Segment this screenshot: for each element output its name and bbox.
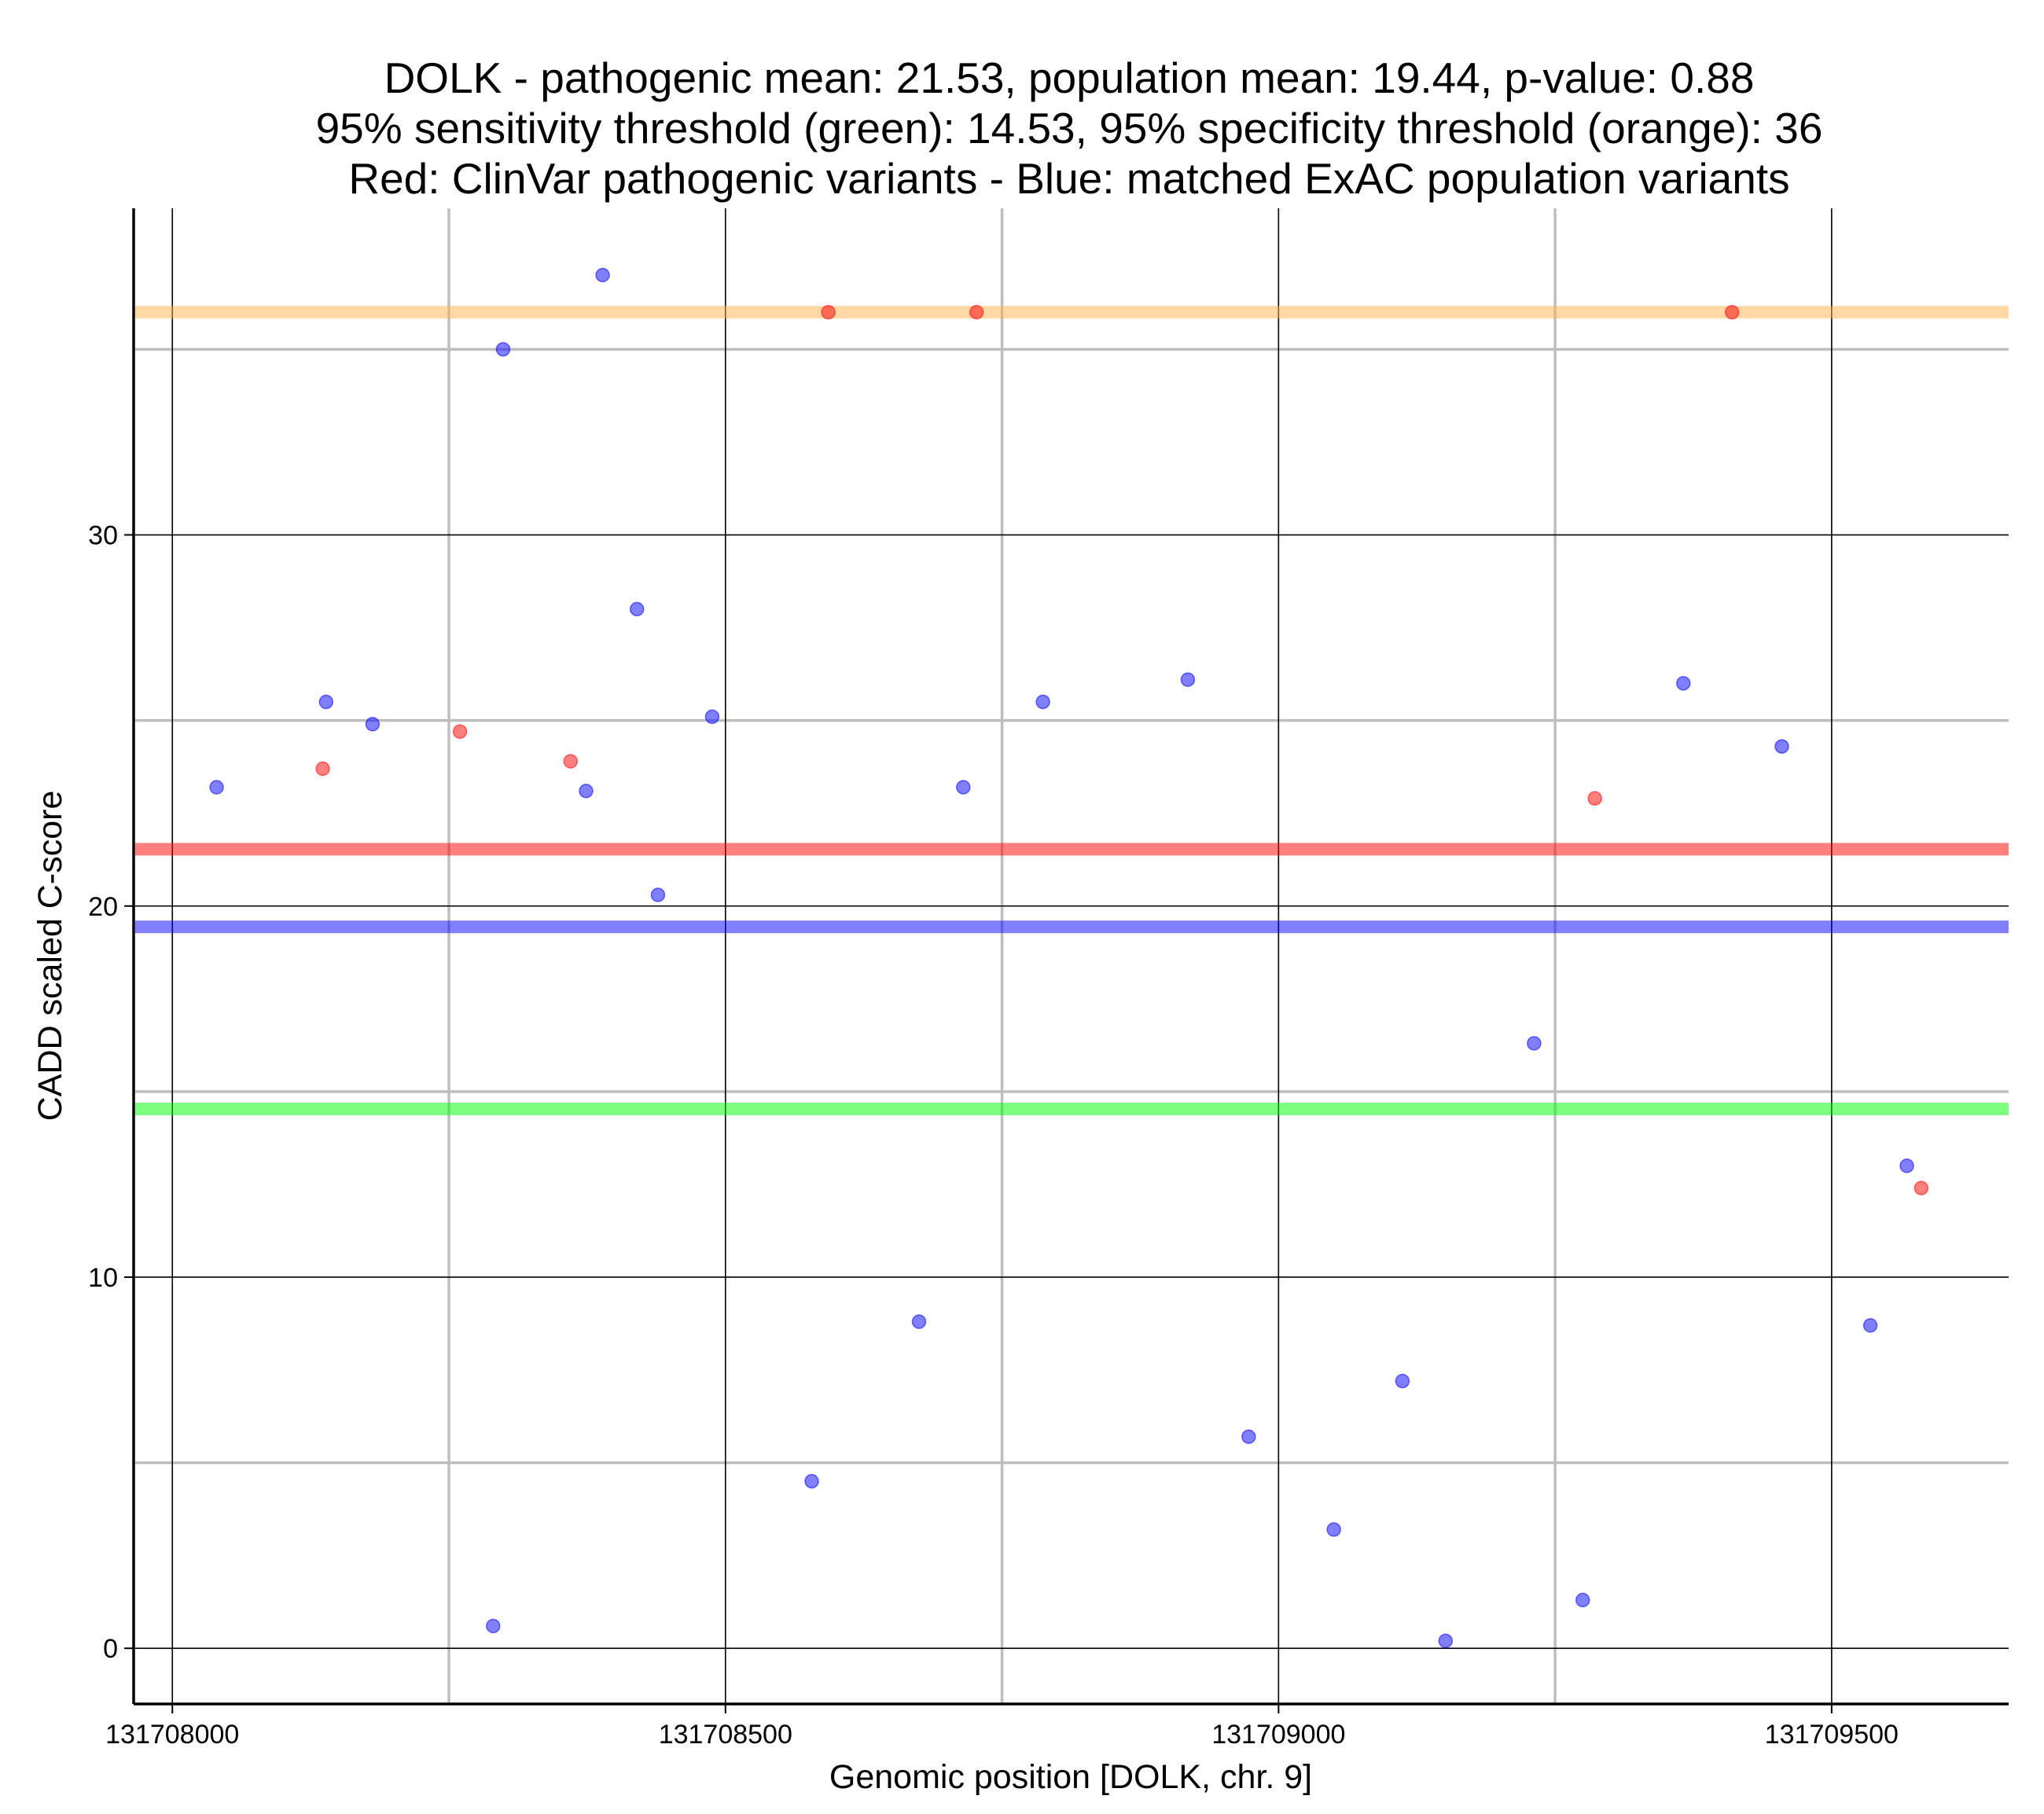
major-grid xyxy=(135,208,2009,1704)
x-axis-ticks: 131708000 131708500 131709000 131709500 xyxy=(105,1704,1899,1750)
pathogenic-point xyxy=(563,754,579,769)
y-axis-ticks: 0 10 20 30 xyxy=(88,521,134,1664)
pathogenic-point xyxy=(821,304,836,320)
y-tick-label: 30 xyxy=(88,521,118,551)
population-point xyxy=(209,780,224,795)
x-axis-label: Genomic position [DOLK, chr. 9] xyxy=(829,1758,1312,1796)
y-tick-label: 10 xyxy=(88,1263,118,1293)
population-point xyxy=(1676,676,1691,691)
population-point xyxy=(1241,1429,1256,1445)
population-point xyxy=(704,709,720,725)
population-point xyxy=(804,1474,819,1489)
population-point xyxy=(495,342,511,357)
y-axis-label: CADD scaled C-score xyxy=(31,791,69,1122)
population-point xyxy=(956,780,971,795)
population-point xyxy=(1575,1592,1590,1608)
population-point xyxy=(911,1314,927,1329)
population-point xyxy=(1899,1159,1914,1173)
chart-title: DOLK - pathogenic mean: 21.53, populatio… xyxy=(316,53,1823,203)
y-tick-label: 0 xyxy=(103,1634,118,1664)
pathogenic-point xyxy=(969,304,984,320)
population-point xyxy=(365,717,380,732)
x-tick-label: 131708500 xyxy=(659,1720,792,1750)
population-point xyxy=(1180,672,1196,687)
population-point xyxy=(1862,1318,1878,1333)
reference-lines xyxy=(135,306,2009,1116)
pathogenic-point xyxy=(452,724,468,740)
population-point xyxy=(1438,1633,1454,1648)
x-tick-label: 131709000 xyxy=(1211,1720,1345,1750)
population-point xyxy=(595,267,610,283)
title-line-3: Red: ClinVar pathogenic variants - Blue:… xyxy=(348,154,1789,203)
population-point xyxy=(486,1618,501,1634)
pathogenic-point xyxy=(1587,791,1603,806)
population-point xyxy=(1035,694,1050,710)
x-tick-label: 131708000 xyxy=(105,1720,239,1750)
population-point xyxy=(1395,1373,1410,1389)
axes xyxy=(132,208,2009,1706)
title-line-2: 95% sensitivity threshold (green): 14.53… xyxy=(316,104,1823,152)
population-point xyxy=(629,601,645,617)
pathogenic-point xyxy=(1913,1181,1929,1195)
population-point xyxy=(1326,1522,1341,1537)
y-tick-label: 20 xyxy=(88,892,118,922)
title-line-1: DOLK - pathogenic mean: 21.53, populatio… xyxy=(384,53,1755,102)
population-point xyxy=(1527,1036,1542,1051)
pathogenic-point xyxy=(315,761,330,777)
minor-grid xyxy=(135,208,2009,1704)
pathogenic-point xyxy=(1724,304,1740,320)
population-point xyxy=(650,887,666,902)
data-points xyxy=(209,267,1929,1648)
population-point xyxy=(1774,739,1789,754)
x-tick-label: 131709500 xyxy=(1765,1720,1899,1750)
population-point xyxy=(318,694,334,710)
population-point xyxy=(579,784,594,799)
